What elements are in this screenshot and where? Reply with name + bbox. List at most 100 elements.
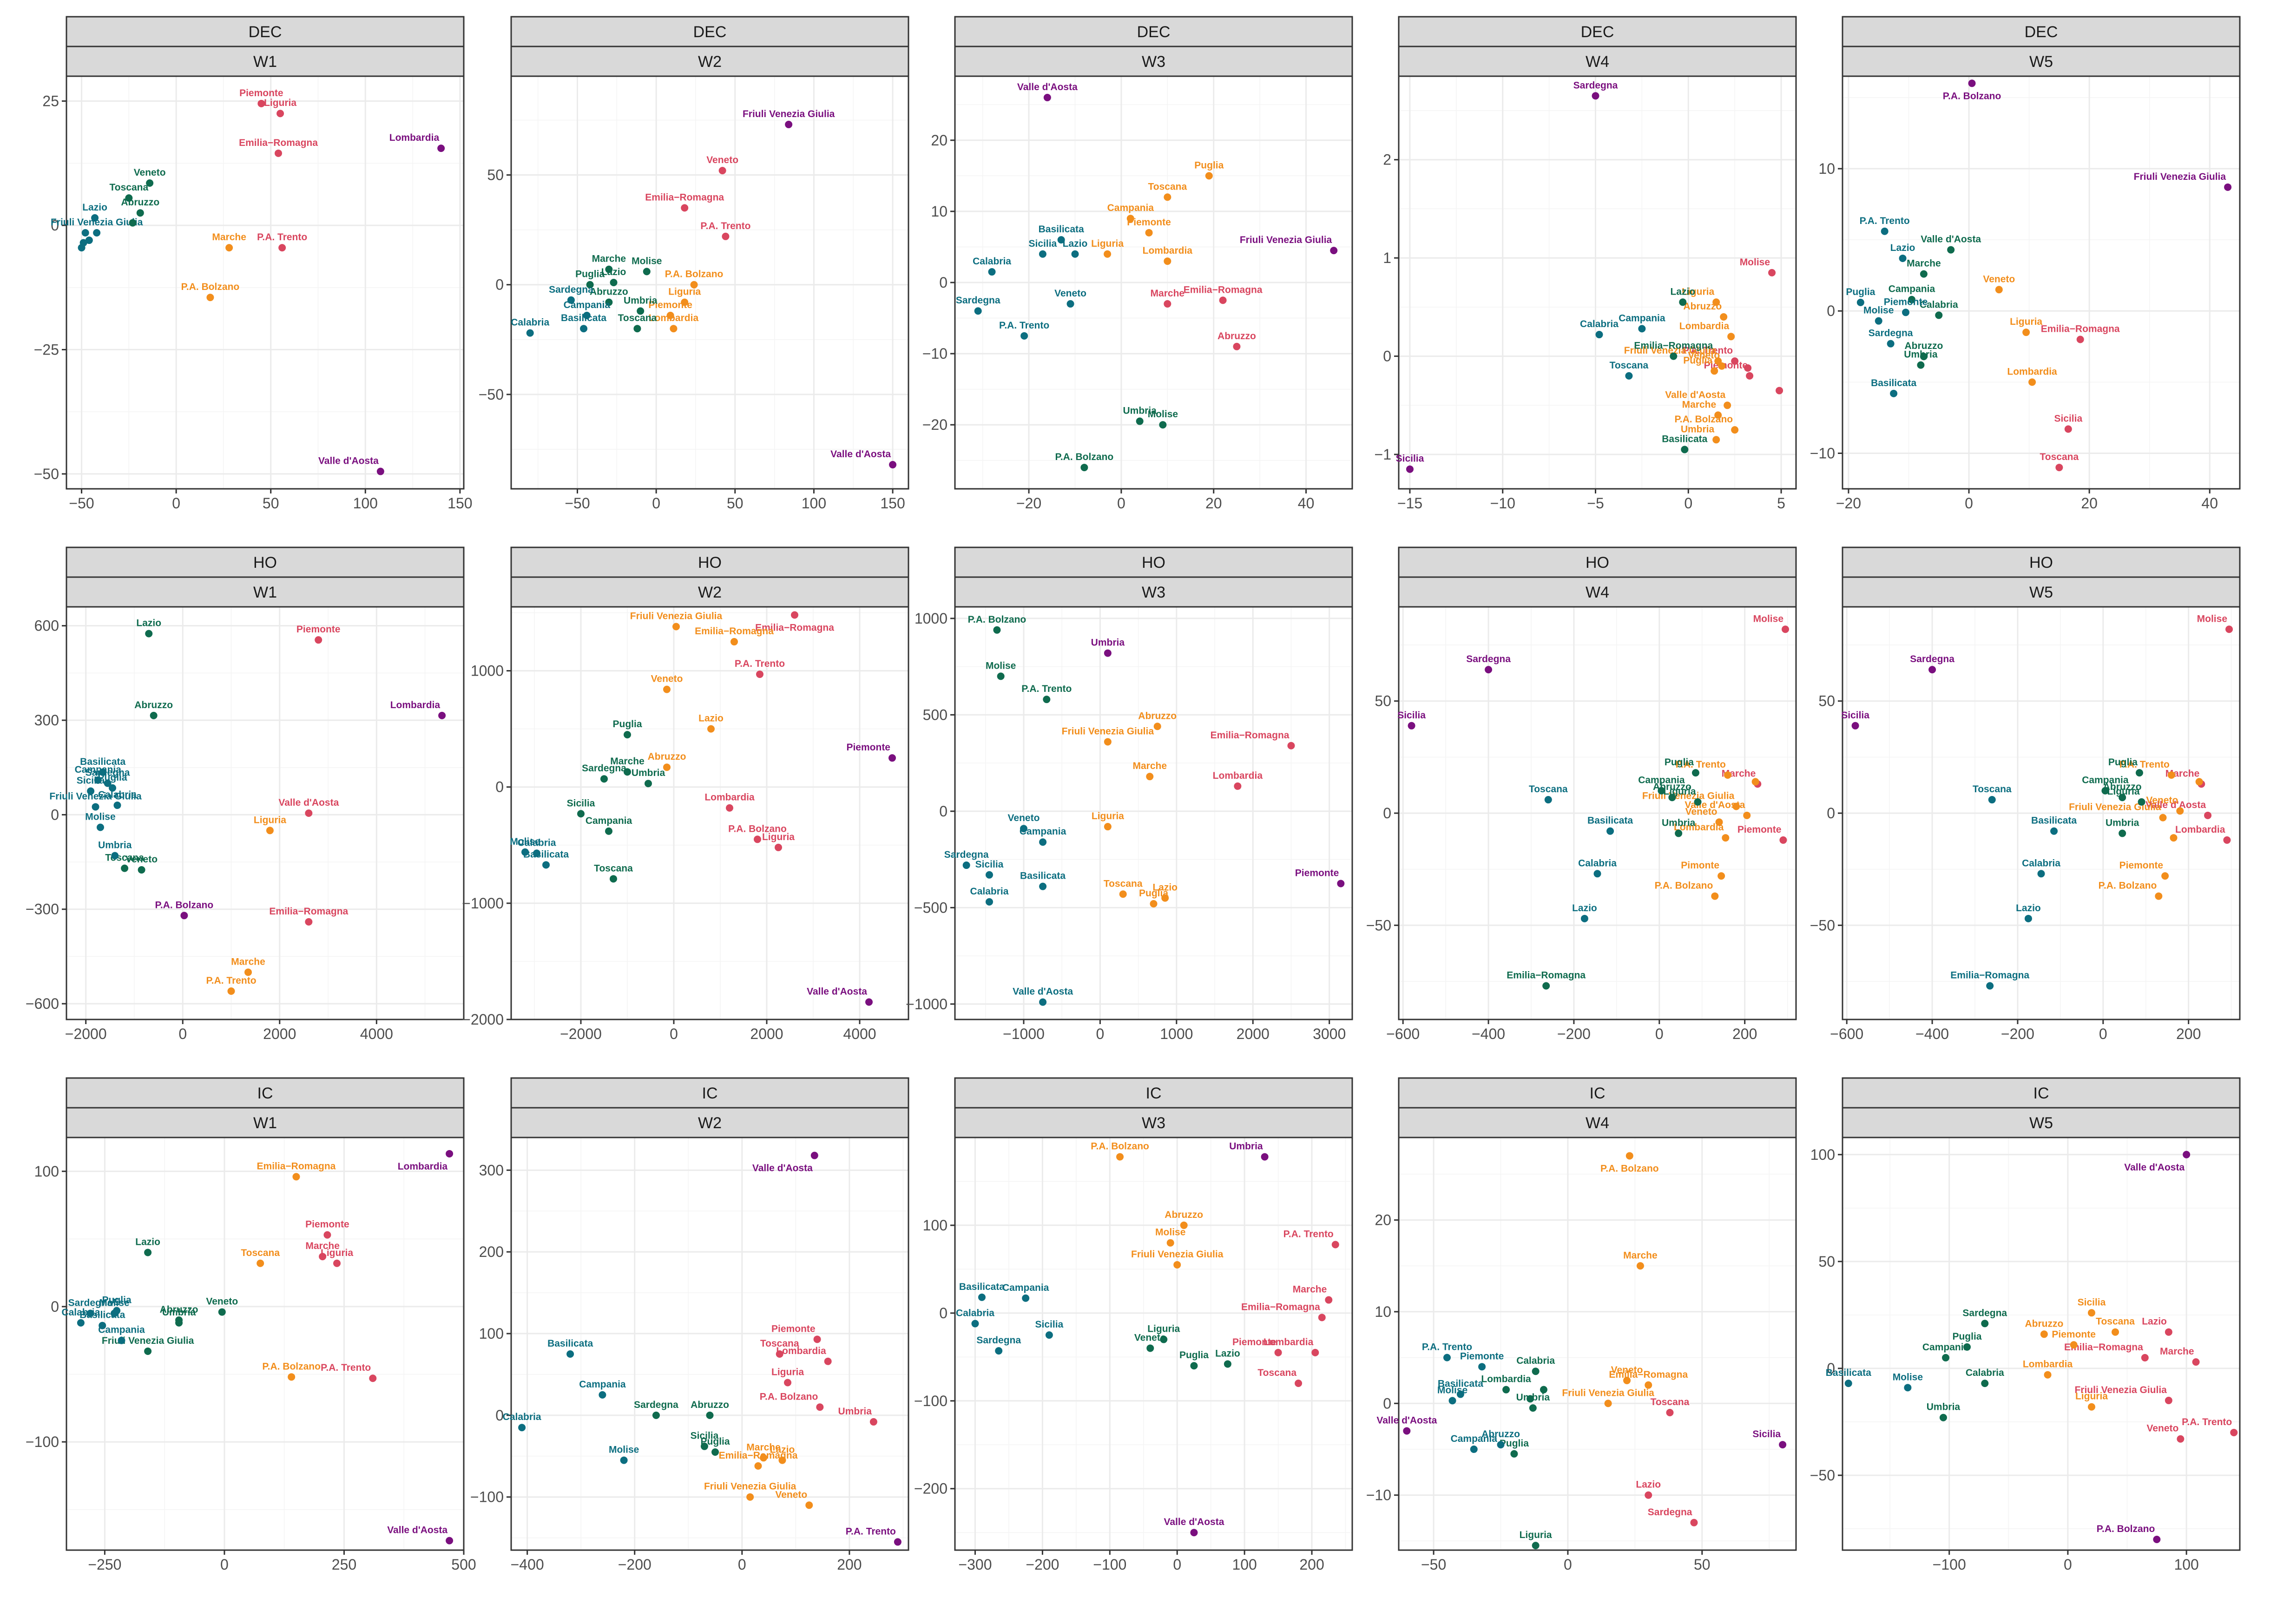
strip-col bbox=[1398, 1107, 1797, 1138]
x-tick-label: −50 bbox=[1421, 1556, 1446, 1573]
point bbox=[145, 630, 153, 638]
x-tick-label: 40 bbox=[1298, 495, 1315, 512]
point bbox=[1743, 811, 1751, 819]
point bbox=[889, 461, 897, 469]
point-label: Molise bbox=[85, 812, 115, 822]
point bbox=[1126, 215, 1134, 223]
point-label: Campania bbox=[1638, 775, 1685, 786]
point bbox=[1995, 286, 2003, 294]
point-label: P.A. Bolzano bbox=[155, 900, 214, 910]
point bbox=[2155, 892, 2163, 900]
point bbox=[1732, 802, 1740, 810]
panel-HO-W3: HO W3 −1000 0 1000 2000 3000 −1000 −500 0 500 1000 U… bbox=[906, 546, 1353, 1042]
point-label: Campania bbox=[1619, 313, 1665, 323]
point bbox=[1164, 193, 1171, 201]
point bbox=[1731, 357, 1739, 365]
point-label: Molise bbox=[1753, 613, 1783, 624]
point-label: Emilia−Romagna bbox=[1507, 970, 1586, 981]
point-label: P.A. Trento bbox=[321, 1362, 371, 1373]
point-label: Valle d'Aosta bbox=[318, 456, 379, 467]
point bbox=[666, 311, 674, 319]
point bbox=[1768, 269, 1776, 276]
point-label: Basilicata bbox=[1020, 871, 1066, 881]
point-label: P.A. Bolzano bbox=[1943, 91, 2001, 101]
y-tick-label: 0 bbox=[1827, 302, 1835, 319]
point bbox=[2141, 1354, 2149, 1361]
point-label: Piemonte bbox=[846, 742, 890, 753]
x-tick-label: 100 bbox=[1232, 1556, 1257, 1573]
point-label: Molise bbox=[632, 256, 662, 266]
point bbox=[775, 843, 782, 851]
x-tick-label: −50 bbox=[565, 495, 590, 512]
point bbox=[1325, 1296, 1333, 1304]
panel-background bbox=[510, 75, 909, 490]
panel-IC-W5: IC W5 −100 0 100 −50 0 50 100 Valle d'Aosta P.A. B… bbox=[1810, 1077, 2241, 1573]
point-label: Piemonte bbox=[1232, 1337, 1277, 1348]
point bbox=[1540, 1386, 1547, 1394]
point-label: Calabria bbox=[518, 837, 556, 848]
panel-border bbox=[510, 1137, 909, 1551]
strip-row-label: DEC bbox=[1581, 23, 1614, 41]
point bbox=[726, 804, 733, 812]
point-label: Lombardia bbox=[1143, 245, 1193, 256]
point-label: Abruzzo bbox=[1138, 710, 1177, 721]
strip-row-label: HO bbox=[1586, 554, 1609, 572]
point bbox=[706, 1411, 714, 1419]
point bbox=[2192, 1358, 2200, 1366]
point-label: Lombardia bbox=[704, 792, 755, 803]
point bbox=[1920, 270, 1928, 278]
point bbox=[333, 1259, 341, 1267]
point-label: Liguria bbox=[2010, 316, 2042, 327]
point bbox=[760, 1454, 768, 1462]
y-tick-label: 0 bbox=[51, 217, 59, 234]
point bbox=[824, 1357, 832, 1365]
point bbox=[2070, 1341, 2078, 1349]
y-tick-label: 20 bbox=[1375, 1212, 1391, 1229]
strip-col-label: W2 bbox=[698, 1114, 722, 1132]
point bbox=[1233, 342, 1241, 350]
point-label: Puglia bbox=[98, 772, 127, 783]
point-label: Campania bbox=[579, 1379, 626, 1390]
x-tick-label: 50 bbox=[1694, 1556, 1711, 1573]
point-label: Sicilia bbox=[1396, 454, 1424, 464]
point-label: Emilia−Romagna bbox=[269, 906, 348, 917]
point bbox=[438, 711, 446, 719]
point-label: Lazio bbox=[82, 202, 107, 213]
point bbox=[1287, 742, 1295, 750]
point bbox=[129, 219, 137, 227]
point bbox=[1159, 421, 1167, 429]
point-label: Friuli Venezia Giulia bbox=[102, 1335, 194, 1346]
point-label: Umbria bbox=[1516, 1392, 1550, 1403]
y-tick-label: 0 bbox=[495, 1407, 504, 1424]
point bbox=[1658, 787, 1665, 795]
point-label: Liguria bbox=[321, 1248, 353, 1258]
x-tick-label: 0 bbox=[178, 1026, 187, 1042]
point bbox=[1104, 250, 1112, 258]
x-tick-label: −400 bbox=[1915, 1026, 1949, 1042]
point-label: Veneto bbox=[1688, 350, 1720, 361]
point-label: P.A. Bolzano bbox=[760, 1391, 818, 1402]
point-label: Piemonte bbox=[1737, 824, 1782, 835]
point bbox=[1779, 1441, 1787, 1449]
panel-border bbox=[1842, 606, 2241, 1020]
point bbox=[610, 279, 618, 286]
panel-HO-W4: HO W4 −600 −400 −200 0 200 −50 0 50 Sardegna Sicili… bbox=[1366, 546, 1797, 1042]
point-label: Veneto bbox=[134, 167, 166, 178]
point bbox=[2119, 794, 2126, 802]
point bbox=[583, 311, 591, 319]
point-label: Sicilia bbox=[975, 859, 1004, 870]
point-label: Friuli Venezia Giulia bbox=[2074, 1385, 2167, 1395]
x-tick-label: −20 bbox=[1016, 495, 1041, 512]
panel-border bbox=[1842, 1137, 2241, 1551]
y-tick-label: 100 bbox=[1810, 1146, 1835, 1163]
x-tick-label: 2000 bbox=[1237, 1026, 1270, 1042]
point-label: Marche bbox=[746, 1442, 781, 1453]
strip-col bbox=[510, 1107, 909, 1138]
point-label: Liguria bbox=[1091, 238, 1124, 249]
point-label: Liguria bbox=[668, 287, 701, 297]
strip-col bbox=[1398, 46, 1797, 77]
point-label: Valle d'Aosta bbox=[1685, 800, 1745, 810]
y-tick-label: 0 bbox=[1827, 805, 1835, 822]
strip-col-label: W1 bbox=[253, 584, 277, 601]
